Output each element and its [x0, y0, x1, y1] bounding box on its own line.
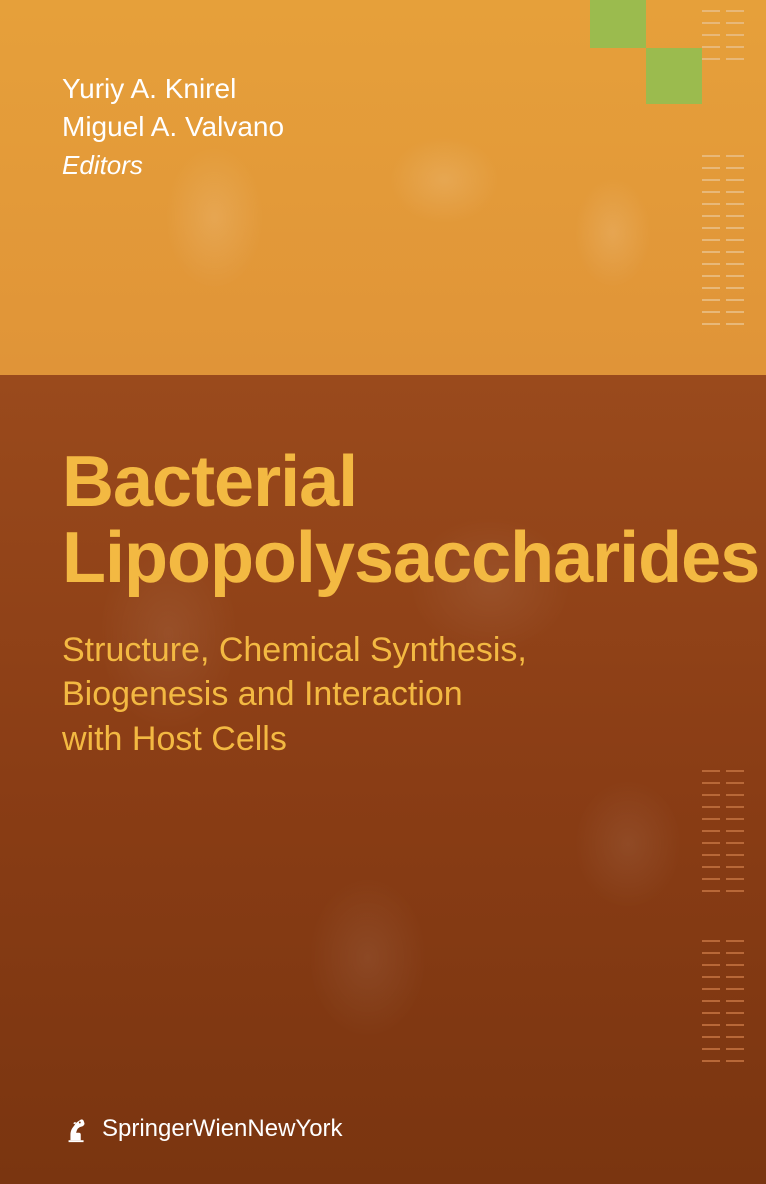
title-line-2: Lipopolysaccharides [62, 521, 766, 597]
book-cover: Yuriy A. Knirel Miguel A. Valvano Editor… [0, 0, 766, 1184]
dash-pattern-top [702, 10, 752, 66]
bottom-section: Bacterial Lipopolysaccharides Structure,… [0, 375, 766, 1184]
book-title: Bacterial Lipopolysaccharides [62, 445, 766, 596]
springer-horse-icon [62, 1114, 92, 1144]
dash-pattern-bottom2 [702, 940, 752, 1068]
editor-name-2: Miguel A. Valvano [62, 108, 766, 146]
book-subtitle: Structure, Chemical Synthesis, Biogenesi… [62, 628, 766, 761]
subtitle-line-2: Biogenesis and Interaction [62, 672, 766, 716]
subtitle-line-3: with Host Cells [62, 717, 766, 761]
subtitle-line-1: Structure, Chemical Synthesis, [62, 628, 766, 672]
editor-name-1: Yuriy A. Knirel [62, 70, 766, 108]
accent-block-1 [590, 0, 646, 48]
publisher-name: SpringerWienNewYork [102, 1115, 343, 1143]
publisher-block: SpringerWienNewYork [62, 1114, 343, 1144]
dash-pattern-bottom1 [702, 770, 752, 898]
top-section: Yuriy A. Knirel Miguel A. Valvano Editor… [0, 0, 766, 375]
title-line-1: Bacterial [62, 445, 766, 521]
editors-label: Editors [62, 150, 766, 181]
dash-pattern-mid [702, 155, 752, 331]
